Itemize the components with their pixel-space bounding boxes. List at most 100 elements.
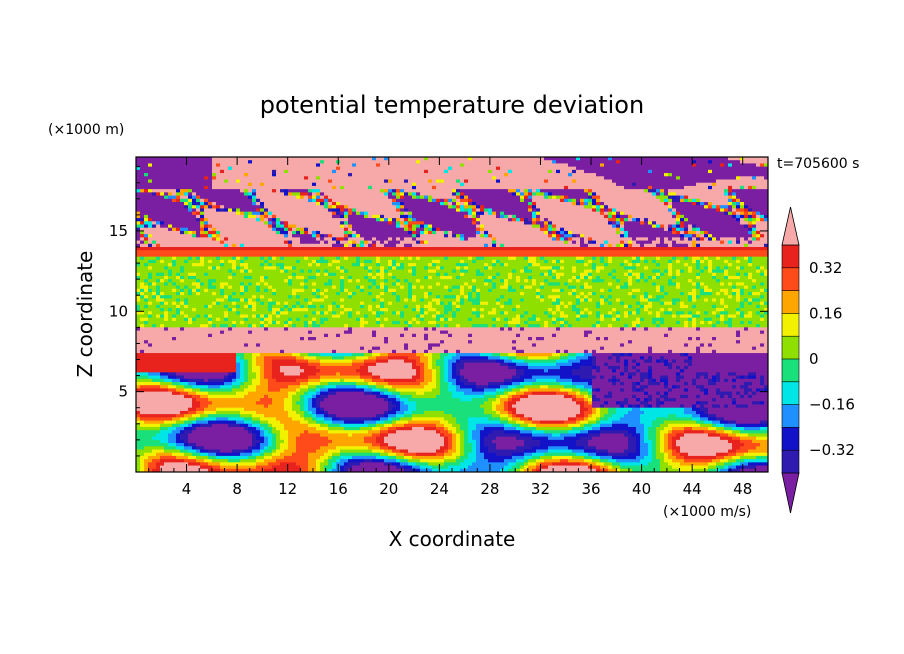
heatmap-cell — [172, 195, 177, 200]
heatmap-cell — [684, 173, 689, 177]
heatmap-cell — [220, 192, 225, 197]
heatmap-cell — [228, 176, 233, 181]
heatmap-cell — [760, 173, 765, 177]
heatmap-cell — [468, 185, 473, 190]
heatmap-cell — [248, 179, 253, 184]
heatmap-cell — [272, 182, 277, 187]
heatmap-cell — [524, 185, 529, 190]
heatmap-cell — [748, 182, 753, 187]
heatmap-cell — [340, 169, 345, 174]
heatmap-cell — [168, 189, 173, 193]
heatmap-cell — [340, 192, 345, 197]
heatmap-cell — [204, 198, 209, 203]
heatmap-cell — [244, 160, 249, 165]
heatmap-cell — [328, 176, 333, 181]
heatmap-cell — [468, 192, 473, 197]
heatmap-cell — [540, 163, 545, 168]
heatmap-cell — [472, 169, 477, 174]
heatmap-cell — [320, 169, 325, 174]
heatmap-cell — [180, 160, 185, 165]
heatmap-cell — [328, 185, 333, 190]
heatmap-cell — [160, 166, 165, 171]
heatmap-cell — [460, 192, 465, 197]
heatmap-cell — [368, 182, 373, 187]
heatmap-cell — [464, 176, 469, 181]
heatmap-cell — [420, 157, 425, 161]
heatmap-cell — [544, 176, 549, 181]
heatmap-cell — [704, 179, 709, 184]
heatmap-cell — [304, 185, 309, 190]
heatmap-cell — [160, 169, 165, 174]
heatmap-cell — [692, 173, 697, 177]
heatmap-cell — [192, 185, 197, 190]
heatmap-cell — [240, 185, 245, 190]
heatmap-cell — [604, 182, 609, 187]
heatmap-cell — [484, 179, 489, 184]
heatmap-cell — [720, 166, 725, 171]
heatmap-cell — [740, 189, 745, 193]
heatmap-cell — [632, 169, 637, 174]
heatmap-cell — [328, 189, 333, 193]
heatmap-cell — [552, 169, 557, 174]
heatmap-cell — [388, 192, 393, 197]
heatmap-cell — [708, 166, 713, 171]
heatmap-cell — [580, 179, 585, 184]
heatmap-cell — [724, 198, 729, 203]
heatmap-cell — [176, 160, 181, 165]
heatmap-cell — [452, 179, 457, 184]
heatmap-cell — [536, 185, 541, 190]
heatmap-cell — [216, 198, 221, 203]
heatmap-cell — [652, 179, 657, 184]
heatmap-cell — [368, 160, 373, 165]
heatmap-cell — [160, 157, 165, 161]
heatmap-cell — [404, 192, 409, 197]
heatmap-cell — [412, 179, 417, 184]
heatmap-cell — [360, 189, 365, 193]
heatmap-cell — [256, 166, 261, 171]
heatmap-cell — [700, 179, 705, 184]
heatmap-cell — [184, 163, 189, 168]
heatmap-cell — [692, 179, 697, 184]
heatmap-cell — [344, 173, 349, 177]
heatmap-cell — [568, 157, 573, 161]
heatmap-cell — [288, 163, 293, 168]
heatmap-cell — [272, 202, 277, 206]
heatmap-cell — [644, 169, 649, 174]
heatmap-cell — [428, 157, 433, 161]
heatmap-cell — [184, 182, 189, 187]
heatmap-cell — [452, 169, 457, 174]
heatmap-cell — [396, 189, 401, 193]
heatmap-cell — [520, 169, 525, 174]
heatmap-cell — [416, 198, 421, 203]
heatmap-cell — [704, 182, 709, 187]
heatmap-cell — [264, 173, 269, 177]
heatmap-cell — [144, 202, 149, 206]
heatmap-cell — [716, 192, 721, 197]
heatmap-cell — [252, 160, 257, 165]
heatmap-cell — [684, 157, 689, 161]
heatmap-cell — [460, 195, 465, 200]
heatmap-cell — [440, 195, 445, 200]
heatmap-cell — [596, 166, 601, 171]
heatmap-cell — [576, 179, 581, 184]
heatmap-cell — [404, 185, 409, 190]
heatmap-cell — [604, 160, 609, 165]
heatmap-cell — [708, 182, 713, 187]
heatmap-cell — [652, 185, 657, 190]
heatmap-cell — [172, 173, 177, 177]
heatmap-cell — [656, 157, 661, 161]
heatmap-cell — [136, 182, 141, 187]
heatmap-cell — [700, 198, 705, 203]
heatmap-cell — [512, 192, 517, 197]
heatmap-cell — [492, 182, 497, 187]
heatmap-cell — [732, 157, 737, 161]
heatmap-cell — [560, 163, 565, 168]
heatmap-cell — [552, 163, 557, 168]
heatmap-cell — [720, 160, 725, 165]
heatmap-cell — [720, 157, 725, 161]
heatmap-cell — [384, 163, 389, 168]
heatmap-cell — [552, 157, 557, 161]
heatmap-cell — [172, 169, 177, 174]
heatmap-cell — [212, 157, 217, 161]
heatmap-cell — [736, 169, 741, 174]
